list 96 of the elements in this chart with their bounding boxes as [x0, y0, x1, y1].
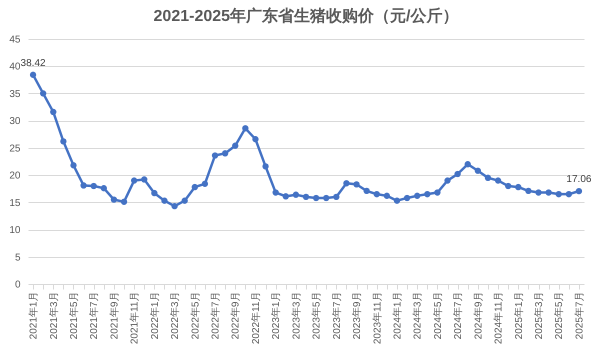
- x-tick-label: 2022年11月: [250, 292, 262, 344]
- point: [212, 152, 218, 159]
- point: [576, 188, 582, 194]
- x-tick-label: 2024年7月: [452, 292, 464, 340]
- x-tick-label: 2023年5月: [310, 292, 323, 340]
- point: [343, 180, 350, 186]
- point: [394, 198, 400, 204]
- point: [262, 163, 269, 170]
- x-tick-label: 2025年5月: [553, 292, 566, 340]
- point: [333, 194, 340, 200]
- point: [444, 177, 451, 184]
- point: [353, 181, 360, 188]
- chart-title: 2021-2025年广东省生猪收购价（元/公斤）: [154, 7, 458, 25]
- point: [272, 189, 279, 196]
- y-tick-label: 35: [9, 88, 21, 100]
- point: [130, 177, 138, 184]
- y-tick-label: 15: [9, 198, 21, 209]
- data-label: 38.42: [20, 58, 46, 69]
- point: [242, 125, 249, 132]
- x-tick-label: 2023年3月: [290, 292, 302, 340]
- point: [70, 162, 77, 168]
- point: [80, 182, 87, 189]
- x-tick-label: 2022年5月: [189, 292, 202, 340]
- point: [192, 184, 198, 190]
- x-tick-label: 2021年3月: [48, 292, 60, 340]
- point: [222, 150, 228, 156]
- point: [424, 191, 430, 198]
- point: [202, 180, 208, 187]
- y-tick-label: 25: [9, 143, 21, 154]
- point: [50, 108, 56, 116]
- point: [182, 198, 188, 204]
- point: [374, 191, 380, 198]
- x-tick-label: 2023年1月: [270, 292, 282, 340]
- x-tick-label: 2024年11月: [492, 292, 505, 344]
- data-label: 17.06: [566, 174, 592, 186]
- point: [556, 191, 562, 198]
- x-tick-label: 2021年7月: [88, 292, 100, 340]
- x-tick-label: 2022年1月: [148, 292, 161, 340]
- point: [464, 161, 471, 168]
- point: [545, 189, 552, 196]
- point: [302, 194, 310, 200]
- x-tick-label: 2021年1月: [28, 292, 40, 340]
- point: [494, 177, 502, 184]
- point: [363, 188, 370, 194]
- y-tick-label: 40: [9, 62, 21, 73]
- point: [90, 182, 97, 190]
- x-tick-label: 2024年3月: [412, 292, 424, 340]
- point: [232, 142, 238, 149]
- y-tick-label: 0: [14, 280, 21, 290]
- y-tick-label: 45: [9, 34, 21, 46]
- x-tick-label: 2022年9月: [230, 292, 242, 340]
- x-tick-label: 2023年9月: [351, 292, 364, 340]
- x-tick-label: 2021年11月: [128, 292, 141, 344]
- point: [515, 184, 522, 190]
- point: [292, 192, 300, 198]
- point: [120, 198, 128, 205]
- point: [566, 191, 572, 198]
- x-tick-label: 2024年5月: [432, 292, 444, 340]
- point: [434, 189, 441, 196]
- point: [161, 198, 168, 204]
- point: [474, 168, 482, 174]
- point: [282, 193, 289, 200]
- point: [252, 136, 259, 142]
- point: [505, 182, 512, 190]
- point: [384, 192, 390, 199]
- x-tick-label: 2025年7月: [573, 292, 586, 340]
- point: [525, 188, 532, 194]
- point: [40, 90, 46, 97]
- point: [141, 176, 148, 183]
- y-tick-label: 10: [9, 225, 21, 236]
- x-tick-label: 2021年5月: [68, 292, 80, 340]
- point: [404, 194, 410, 202]
- x-tick-label: 2023年11月: [371, 292, 384, 344]
- point: [323, 194, 330, 202]
- x-tick-label: 2022年3月: [169, 292, 182, 340]
- x-tick-label: 2024年9月: [472, 292, 484, 340]
- x-tick-label: 2023年7月: [330, 292, 343, 340]
- point: [100, 185, 107, 192]
- x-tick-label: 2024年1月: [391, 292, 404, 340]
- point: [30, 72, 36, 78]
- point: [535, 189, 542, 196]
- y-tick-label: 30: [9, 116, 21, 128]
- x-tick-label: 2025年3月: [533, 292, 546, 340]
- x-tick-label: 2021年9月: [108, 292, 120, 340]
- point: [484, 174, 492, 181]
- point: [110, 196, 118, 203]
- y-tick-label: 20: [9, 170, 21, 182]
- point: [414, 192, 420, 199]
- y-tick-label: 5: [14, 252, 21, 264]
- point: [454, 170, 461, 178]
- x-tick-label: 2022年7月: [210, 292, 222, 340]
- point: [151, 190, 158, 196]
- x-tick-label: 2025年1月: [512, 292, 525, 340]
- point: [171, 202, 178, 210]
- point: [312, 194, 320, 202]
- point: [60, 138, 67, 145]
